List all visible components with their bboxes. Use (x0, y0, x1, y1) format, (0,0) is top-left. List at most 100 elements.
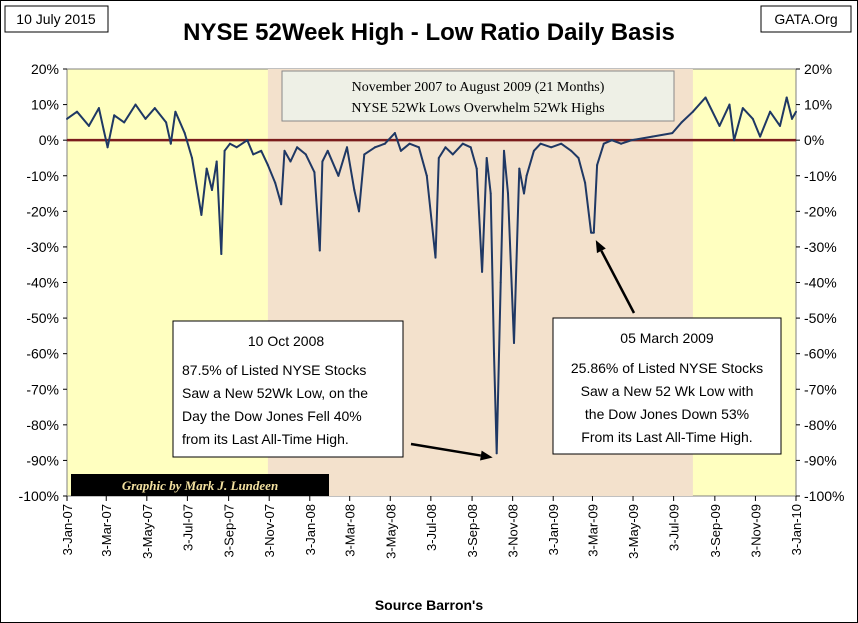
data-point (211, 188, 214, 191)
data-point (525, 174, 528, 177)
y-tick-label-left: -80% (26, 417, 59, 433)
data-point (475, 167, 478, 170)
data-point (215, 160, 218, 163)
data-point (246, 139, 249, 142)
data-point (326, 149, 329, 152)
data-point (434, 256, 437, 259)
annotation-oct-2008-box (172, 320, 404, 458)
x-tick-label: 3-Jul-08 (424, 504, 439, 551)
y-tick-label-right: -100% (804, 488, 844, 504)
gridlines (63, 68, 800, 497)
y-tick-label-right: -80% (804, 417, 837, 433)
data-point (220, 253, 223, 256)
data-point (461, 142, 464, 145)
y-tick-label-right: 20% (804, 61, 832, 77)
data-point (444, 146, 447, 149)
annotation-mar-2009-title: 05 March 2009 (620, 330, 714, 346)
data-point (503, 149, 506, 152)
x-tick-label: 3-Mar-08 (343, 504, 358, 557)
x-tick-label: 3-May-07 (140, 504, 155, 559)
y-tick-label-right: -90% (804, 452, 837, 468)
source-tag: GATA.Org (774, 11, 837, 27)
annotation-oct-2008-arrow (410, 442, 482, 457)
data-point (205, 167, 208, 170)
y-tick-label-right: -30% (804, 239, 837, 255)
data-point (353, 188, 356, 191)
x-tick-label: 3-Nov-08 (506, 504, 521, 557)
data-point (489, 192, 492, 195)
data-point (577, 156, 580, 159)
data-point (499, 281, 502, 284)
x-tick-label: 3-Sep-08 (465, 504, 480, 557)
data-point (512, 341, 515, 344)
chart-title: NYSE 52Week High - Low Ratio Daily Basis (183, 19, 675, 46)
data-point (321, 160, 324, 163)
data-point (123, 121, 126, 124)
x-tick-label: 3-Jan-07 (60, 504, 75, 555)
x-tick-label: 3-Jan-09 (546, 504, 561, 555)
data-point (469, 146, 472, 149)
data-point (393, 132, 396, 135)
x-tick-label: 3-Sep-09 (708, 504, 723, 557)
data-point (363, 153, 366, 156)
data-point (620, 142, 623, 145)
data-point (134, 103, 137, 106)
data-point (174, 110, 177, 113)
data-point (759, 135, 762, 138)
data-point (200, 213, 203, 216)
x-tick-label: 3-Nov-07 (262, 504, 277, 557)
banner-line-2: NYSE 52Wk Lows Overwhelm 52Wk Highs (351, 101, 604, 116)
y-tick-label-right: -70% (804, 381, 837, 397)
data-point (791, 117, 794, 120)
data-point (113, 114, 116, 117)
y-tick-label-right: -40% (804, 275, 837, 291)
annotation-mar-2009-arrowhead (595, 240, 606, 254)
data-point (102, 128, 105, 131)
data-point (495, 452, 498, 455)
x-tick-label: 3-Jul-07 (180, 504, 195, 551)
y-tick-label-left: -100% (19, 488, 59, 504)
data-point (235, 146, 238, 149)
credit-box (71, 474, 329, 496)
data-point (437, 156, 440, 159)
annotation-oct-2008-title: 10 Oct 2008 (248, 333, 324, 349)
data-point (97, 107, 100, 110)
date-tag: 10 July 2015 (16, 11, 96, 27)
data-point (408, 142, 411, 145)
data-point (153, 107, 156, 110)
data-point (169, 142, 172, 145)
data-point (357, 210, 360, 213)
data-point (570, 149, 573, 152)
annotation-mar-2009-line: the Dow Jones Down 53% (585, 406, 749, 422)
data-point (75, 110, 78, 113)
x-tick-label: 3-May-08 (383, 504, 398, 559)
annotation-mar-2009-arrow (600, 250, 636, 314)
data-point (260, 149, 263, 152)
data-point (66, 117, 68, 120)
data-point (280, 203, 283, 206)
data-point (296, 146, 299, 149)
data-point (144, 117, 147, 120)
annotation-mar-2009-line: From its Last All-Time High. (581, 429, 752, 445)
data-point (425, 174, 428, 177)
y-tick-label-left: 20% (31, 61, 59, 77)
data-point (751, 117, 754, 120)
data-point (532, 149, 535, 152)
data-point (373, 146, 376, 149)
y-axis-right: 20% 10% 0% -10% -20% -30% -40% -50% -60% -70% -80%… (804, 61, 844, 504)
annotation-oct-2008-line: Day the Dow Jones Fell 40% (182, 408, 362, 424)
data-point (274, 181, 277, 184)
data-point (518, 167, 521, 170)
data-point (691, 110, 694, 113)
y-tick-label-left: 0% (39, 132, 59, 148)
y-tick-label-left: -60% (26, 346, 59, 362)
data-point (506, 192, 509, 195)
data-point (417, 146, 420, 149)
data-point (651, 135, 654, 138)
data-point (560, 142, 563, 145)
y-tick-label-left: -70% (26, 381, 59, 397)
data-point (795, 110, 797, 113)
data-point (106, 146, 109, 149)
data-point (733, 139, 736, 142)
annotation-oct-2008-arrowhead (480, 450, 493, 461)
